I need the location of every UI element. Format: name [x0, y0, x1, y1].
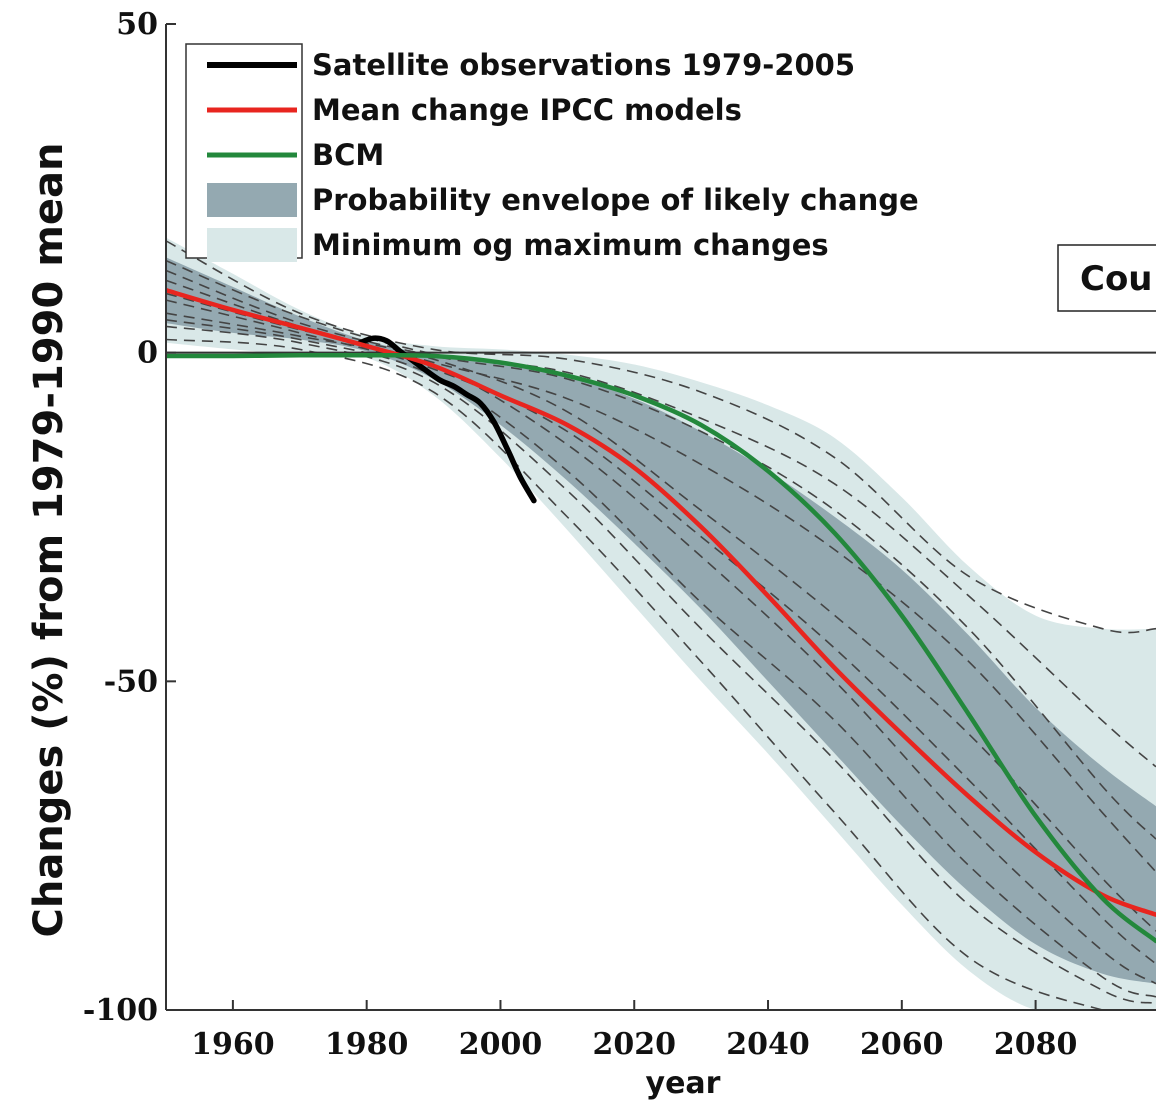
- x-tick-label: 2020: [592, 1027, 676, 1062]
- plot-area: [166, 237, 1156, 1010]
- model-run-7: [166, 312, 1156, 985]
- legend-label-5: Minimum og maximum changes: [312, 228, 829, 262]
- model-run-2: [166, 259, 1156, 768]
- series-mean: [166, 287, 1156, 917]
- y-tick-label: 0: [137, 336, 158, 371]
- x-tick-label: 2040: [726, 1027, 810, 1062]
- model-run-5: [166, 292, 1156, 932]
- x-tick-label: 2000: [459, 1027, 543, 1062]
- legend-label-2: Mean change IPCC models: [312, 93, 742, 127]
- series-satellite: [357, 335, 537, 504]
- legend-swatch-5: [207, 228, 297, 262]
- y-tick-label: 50: [116, 7, 158, 42]
- model-run-10: [166, 338, 1156, 1010]
- model-run-8: [166, 319, 1156, 998]
- y-tick-label: -50: [104, 664, 158, 699]
- series-bcm: [166, 352, 1156, 944]
- legend-swatch-4: [207, 183, 297, 217]
- probability-envelope: [166, 257, 1156, 984]
- x-axis-label: year: [646, 1066, 721, 1101]
- y-axis-label: Changes (%) from 1979-1990 mean: [26, 142, 72, 937]
- annotation-box: Cou: [1057, 244, 1156, 312]
- legend-label-1: Satellite observations 1979-2005: [312, 48, 855, 82]
- legend-label-3: BCM: [312, 138, 384, 172]
- legend-frame: [185, 43, 303, 259]
- y-tick-label: -100: [83, 993, 158, 1028]
- x-tick-label: 2060: [860, 1027, 944, 1062]
- x-tick-label: 2080: [994, 1027, 1078, 1062]
- legend: Satellite observations 1979-2005 Mean cha…: [185, 43, 919, 262]
- legend-label-4: Probability envelope of likely change: [312, 183, 919, 217]
- model-run-6: [166, 299, 1156, 965]
- model-run-4: [166, 279, 1156, 873]
- model-run-3: [166, 269, 1156, 840]
- x-tick-label: 1980: [325, 1027, 409, 1062]
- axes: 50 0 -50 -100 1960 1980 2000 2020 2040 2060 2080: [83, 7, 1156, 1062]
- x-tick-label: 1960: [191, 1027, 275, 1062]
- annotation-box-text: Cou: [1080, 259, 1153, 299]
- model-run-1: [166, 240, 1156, 634]
